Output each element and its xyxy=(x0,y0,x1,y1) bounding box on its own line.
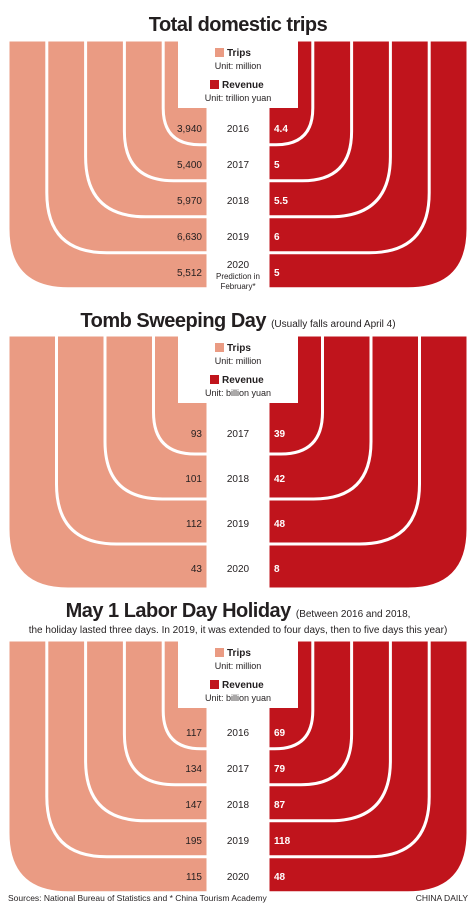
legend: Trips Unit: million Revenue Unit: billion y… xyxy=(178,335,298,403)
trips-value-label: 3,940 xyxy=(177,124,202,135)
chart-title-note: (Usually falls around April 4) xyxy=(271,319,396,330)
chart-title-labor-day: May 1 Labor Day Holiday (Between 2016 an… xyxy=(0,600,476,623)
year-label: 2016 xyxy=(227,124,250,135)
trips-value-label: 134 xyxy=(185,764,202,775)
chart-title-text: Total domestic trips xyxy=(148,14,328,36)
legend-revenue-unit: Unit: billion yuan xyxy=(205,693,271,703)
legend-trips-label: Trips xyxy=(227,48,251,59)
legend-revenue-swatch xyxy=(210,375,219,384)
chart-subnote-labor-day: the holiday lasted three days. In 2019, … xyxy=(28,625,448,636)
year-label: 2017 xyxy=(227,764,250,775)
chart-labor-day: Trips Unit: million Revenue Unit: billion y… xyxy=(6,638,470,895)
trips-value-label: 101 xyxy=(185,474,202,485)
trips-series xyxy=(6,38,210,291)
trips-value-label: 5,970 xyxy=(177,196,202,207)
trips-value-label: 93 xyxy=(191,429,203,440)
revenue-value-label: 5 xyxy=(274,268,280,279)
revenue-value-label: 8 xyxy=(274,564,280,575)
revenue-value-label: 79 xyxy=(274,764,286,775)
revenue-value-label: 118 xyxy=(274,836,291,847)
year-label: 2016 xyxy=(227,728,250,739)
legend-revenue-label: Revenue xyxy=(222,375,264,386)
year-label: 2018 xyxy=(227,800,250,811)
trips-value-label: 115 xyxy=(186,872,202,883)
trips-value-label: 117 xyxy=(186,728,202,739)
chart-tomb-sweeping: Trips Unit: million Revenue Unit: billion y… xyxy=(6,333,470,591)
legend-box xyxy=(178,40,298,108)
trips-value-label: 6,630 xyxy=(177,232,202,243)
year-label: 2017 xyxy=(227,429,250,440)
trips-value-label: 5,400 xyxy=(177,160,202,171)
legend-trips-swatch xyxy=(215,648,224,657)
year-note-line2: February* xyxy=(220,282,255,291)
legend-trips-swatch xyxy=(215,343,224,352)
legend-revenue-swatch xyxy=(210,680,219,689)
chart-title-tomb-sweeping: Tomb Sweeping Day (Usually falls around … xyxy=(0,310,476,333)
legend-box xyxy=(178,335,298,403)
revenue-value-label: 39 xyxy=(274,429,286,440)
legend-trips-unit: Unit: million xyxy=(215,61,262,71)
revenue-value-label: 42 xyxy=(274,474,286,485)
chart-title-text: Tomb Sweeping Day xyxy=(80,310,267,332)
revenue-series xyxy=(266,333,470,591)
revenue-value-label: 5 xyxy=(274,160,280,171)
legend-revenue-label: Revenue xyxy=(222,80,264,91)
year-label: 2019 xyxy=(227,836,250,847)
legend-trips-label: Trips xyxy=(227,648,251,659)
chart-title-total-trips: Total domestic trips xyxy=(0,14,476,37)
trips-value-label: 195 xyxy=(185,836,202,847)
revenue-value-label: 48 xyxy=(274,519,286,530)
legend-trips-label: Trips xyxy=(227,343,251,354)
legend-trips-unit: Unit: million xyxy=(215,661,262,671)
footer-sources: Sources: National Bureau of Statistics a… xyxy=(8,893,267,903)
year-label: 2019 xyxy=(227,519,250,530)
trips-value-label: 5,512 xyxy=(177,268,202,279)
year-note-line1: Prediction in xyxy=(216,272,260,281)
legend-box xyxy=(178,640,298,708)
chart-total-trips: Trips Unit: million Revenue Unit: trillion … xyxy=(6,38,470,292)
year-label: 2018 xyxy=(227,474,250,485)
legend-trips-unit: Unit: million xyxy=(215,356,262,366)
revenue-value-label: 5.5 xyxy=(274,196,288,207)
legend-revenue-swatch xyxy=(210,80,219,89)
legend: Trips Unit: million Revenue Unit: trillion … xyxy=(178,40,298,108)
trips-value-label: 147 xyxy=(185,800,202,811)
chart-title-note: (Between 2016 and 2018, xyxy=(295,609,411,620)
revenue-value-label: 4.4 xyxy=(274,124,288,135)
revenue-value-label: 87 xyxy=(274,800,286,811)
legend-revenue-unit: Unit: trillion yuan xyxy=(205,93,272,103)
revenue-value-label: 6 xyxy=(274,232,280,243)
legend-revenue-unit: Unit: billion yuan xyxy=(205,388,271,398)
trips-value-label: 112 xyxy=(186,519,202,530)
year-label: 2020 xyxy=(227,872,250,883)
year-label: 2018 xyxy=(227,196,250,207)
revenue-value-label: 48 xyxy=(274,872,286,883)
trips-value-label: 43 xyxy=(191,564,203,575)
legend-revenue-label: Revenue xyxy=(222,680,264,691)
legend: Trips Unit: million Revenue Unit: billion y… xyxy=(178,640,298,708)
year-label: 2017 xyxy=(227,160,250,171)
legend-trips-swatch xyxy=(215,48,224,57)
year-label: 2020 xyxy=(227,260,250,271)
footer-credit: CHINA DAILY xyxy=(415,893,468,903)
trips-series xyxy=(6,638,210,895)
chart-title-text: May 1 Labor Day Holiday xyxy=(65,600,292,622)
year-label: 2020 xyxy=(227,564,250,575)
revenue-value-label: 69 xyxy=(274,728,286,739)
year-label: 2019 xyxy=(227,232,250,243)
